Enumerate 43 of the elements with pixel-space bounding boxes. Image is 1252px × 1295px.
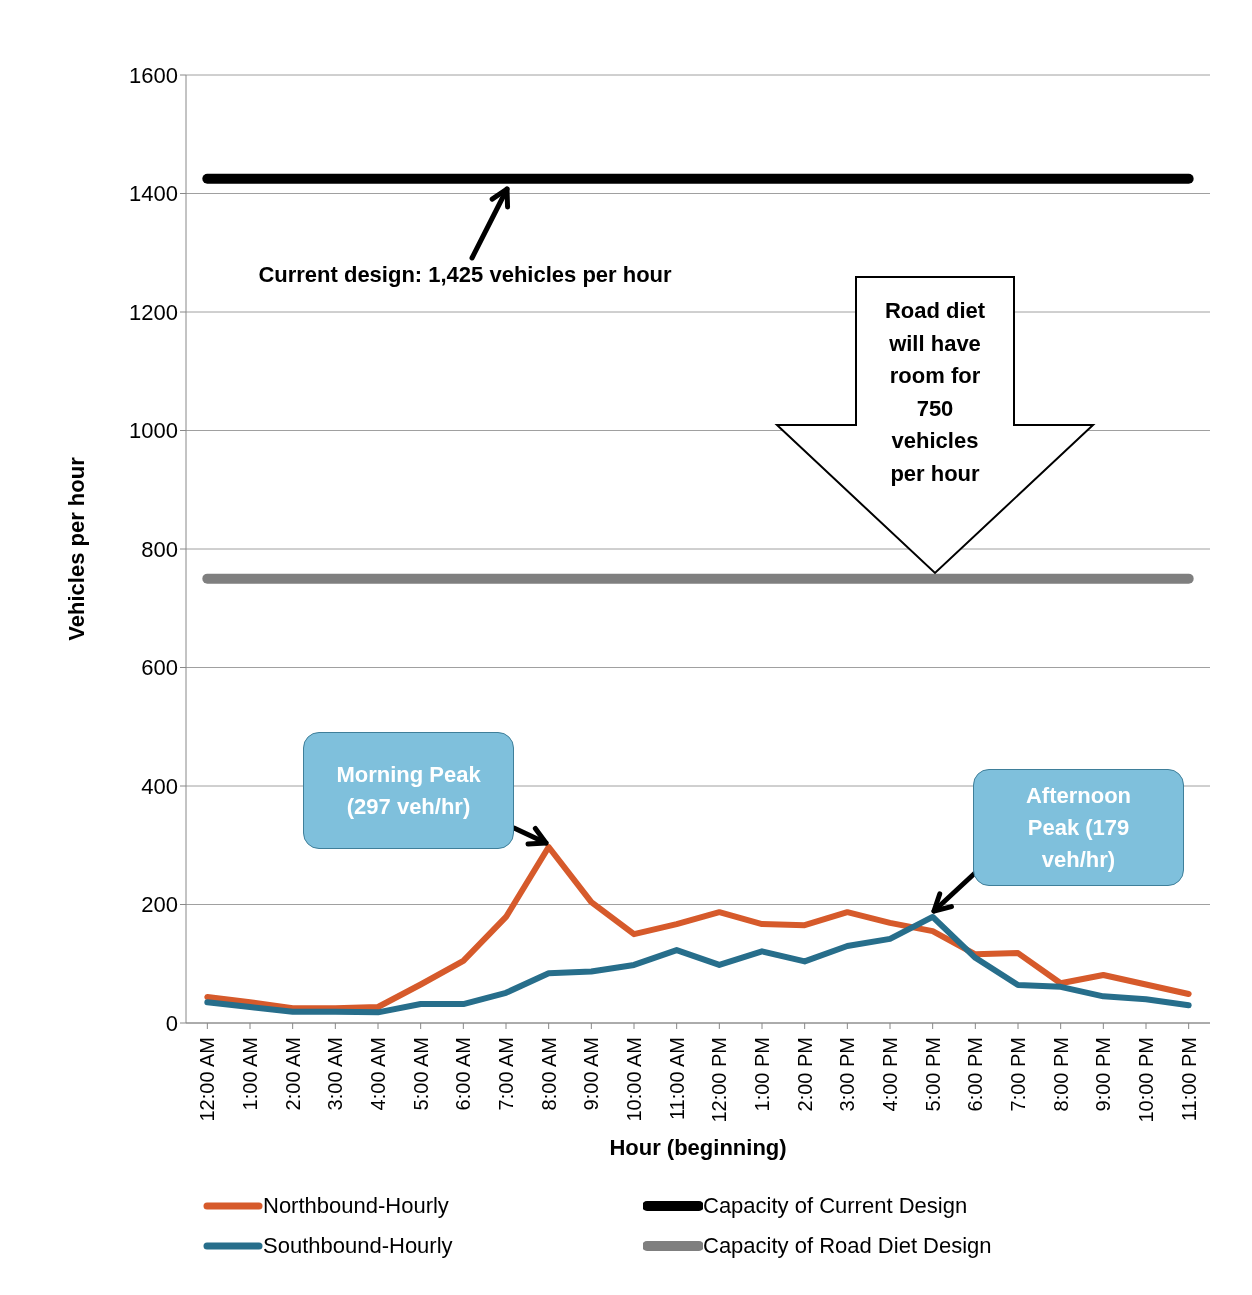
x-tick-label: 8:00 PM <box>1049 1037 1072 1112</box>
legend-label: Southbound-Hourly <box>263 1233 453 1259</box>
annotation: Road diet will have room for 750 vehicles per hour <box>883 297 987 488</box>
x-tick-label: 6:00 AM <box>452 1037 475 1111</box>
y-tick-label: 600 <box>141 655 178 681</box>
x-tick-label: 8:00 AM <box>537 1037 560 1111</box>
x-tick-label: 9:00 PM <box>1092 1037 1115 1112</box>
y-axis-title: Vehicles per hour <box>63 456 89 641</box>
y-tick-label: 1600 <box>129 62 178 88</box>
y-tick-label: 1400 <box>129 181 178 207</box>
x-tick-label: 7:00 PM <box>1007 1037 1029 1112</box>
x-tick-label: 3:00 AM <box>324 1037 347 1111</box>
legend-label: Northbound-Hourly <box>263 1193 449 1219</box>
x-tick-label: 1:00 AM <box>239 1037 261 1111</box>
x-tick-label: 12:00 AM <box>196 1037 219 1122</box>
x-axis-title: Hour (beginning) <box>609 1135 787 1160</box>
y-tick-label: 800 <box>141 536 178 562</box>
legend-label: Capacity of Road Diet Design <box>703 1233 992 1259</box>
y-tick-label: 200 <box>141 892 178 918</box>
annotation: Afternoon Peak (179 veh/hr) <box>1024 781 1133 874</box>
x-tick-label: 6:00 PM <box>964 1037 987 1112</box>
x-tick-label: 1:00 PM <box>751 1037 773 1112</box>
y-tick-label: 400 <box>141 773 178 799</box>
annotation: Morning Peak (297 veh/hr) <box>335 760 482 821</box>
y-tick-label: 0 <box>165 1010 178 1036</box>
x-tick-label: 7:00 AM <box>495 1037 517 1111</box>
x-tick-label: 11:00 PM <box>1177 1037 1200 1122</box>
x-tick-label: 4:00 AM <box>367 1037 389 1111</box>
x-tick-label: 11:00 AM <box>665 1037 688 1121</box>
annotation: Current design: 1,425 vehicles per hour <box>257 262 673 288</box>
x-tick-label: 2:00 AM <box>281 1037 304 1111</box>
x-tick-label: 10:00 AM <box>623 1037 645 1122</box>
y-tick-label: 1000 <box>129 418 178 444</box>
x-tick-label: 10:00 PM <box>1135 1037 1157 1123</box>
x-tick-label: 9:00 AM <box>580 1037 603 1111</box>
legend-label: Capacity of Current Design <box>703 1193 968 1219</box>
x-tick-label: 4:00 PM <box>879 1037 901 1112</box>
x-tick-label: 12:00 PM <box>708 1037 731 1123</box>
y-tick-label: 1200 <box>129 299 178 325</box>
x-tick-label: 3:00 PM <box>836 1037 859 1112</box>
x-tick-label: 2:00 PM <box>793 1037 816 1112</box>
x-tick-label: 5:00 PM <box>921 1037 944 1112</box>
x-tick-label: 5:00 AM <box>409 1037 432 1111</box>
